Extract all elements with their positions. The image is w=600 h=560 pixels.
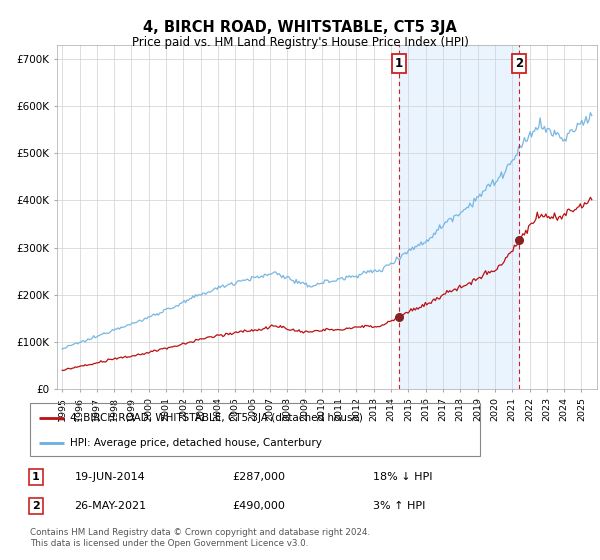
Bar [399,45,519,389]
Text: Price paid vs. HM Land Registry's House Price Index (HPI): Price paid vs. HM Land Registry's House … [131,36,469,49]
Text: £287,000: £287,000 [232,472,286,482]
Text: 2: 2 [515,57,523,70]
Text: £490,000: £490,000 [232,501,285,511]
Text: 4, BIRCH ROAD, WHITSTABLE, CT5 3JA: 4, BIRCH ROAD, WHITSTABLE, CT5 3JA [143,20,457,35]
Text: Contains HM Land Registry data © Crown copyright and database right 2024.
This d: Contains HM Land Registry data © Crown c… [30,528,370,548]
Text: 26-MAY-2021: 26-MAY-2021 [74,501,146,511]
Text: 1: 1 [32,472,40,482]
Text: 19-JUN-2014: 19-JUN-2014 [74,472,145,482]
Text: 1: 1 [395,57,403,70]
Text: 2: 2 [32,501,40,511]
Text: 18% ↓ HPI: 18% ↓ HPI [373,472,433,482]
Text: HPI: Average price, detached house, Canterbury: HPI: Average price, detached house, Cant… [71,438,322,448]
Text: 4, BIRCH ROAD, WHITSTABLE, CT5 3JA (detached house): 4, BIRCH ROAD, WHITSTABLE, CT5 3JA (deta… [71,413,364,423]
Text: 3% ↑ HPI: 3% ↑ HPI [373,501,425,511]
